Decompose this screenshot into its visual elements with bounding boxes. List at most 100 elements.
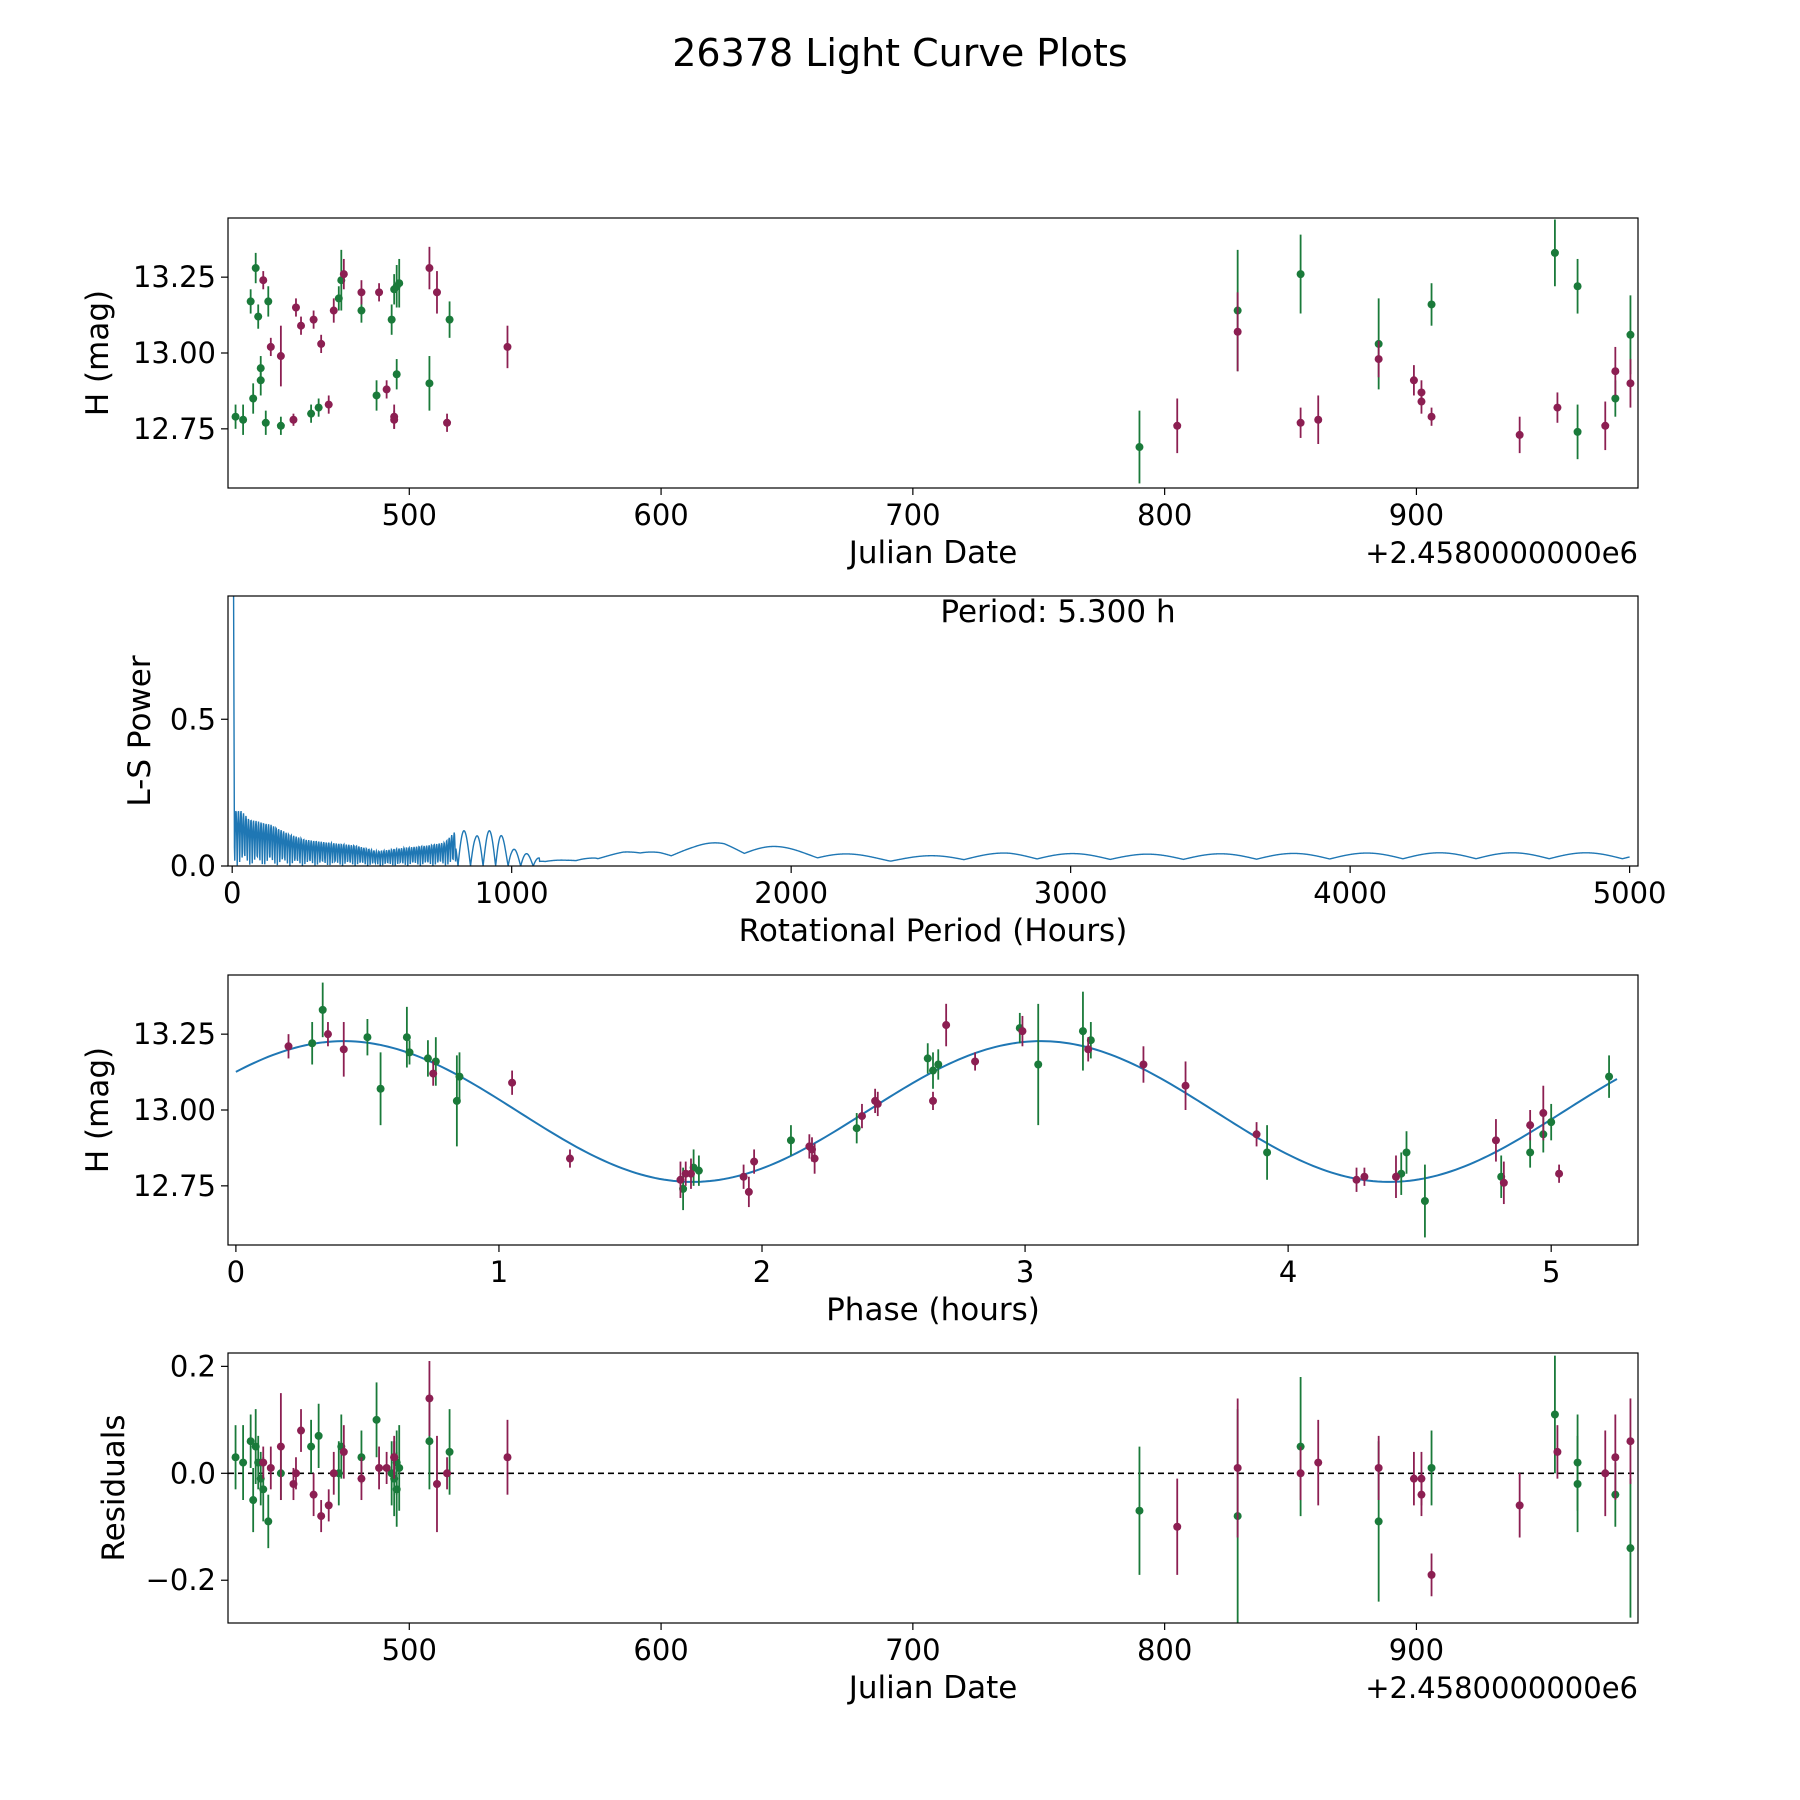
data-point (1420, 1197, 1429, 1206)
data-point (1539, 1109, 1548, 1118)
data-point (1409, 376, 1418, 385)
data-point (432, 288, 441, 297)
data-point (357, 288, 366, 297)
data-point (323, 1030, 332, 1039)
data-point (357, 306, 366, 315)
data-point (445, 1447, 454, 1456)
data-point (1427, 1463, 1436, 1472)
data-point (246, 297, 255, 306)
data-point (1233, 327, 1242, 336)
data-point (1573, 1458, 1582, 1467)
data-point (289, 415, 298, 424)
data-point (810, 1154, 819, 1163)
data-point (786, 1136, 795, 1145)
data-point (1391, 1172, 1400, 1181)
light-curve-x-ticks: 500 600 700 800 900 (382, 488, 1444, 532)
light-curve-frame (227, 217, 1639, 489)
data-point (259, 1458, 268, 1467)
data-point (1573, 427, 1582, 436)
data-point (256, 376, 265, 385)
data-point (309, 315, 318, 324)
phased-curve-plot-area (235, 982, 1618, 1238)
data-point (508, 1078, 517, 1087)
phased-curve-x-label: Phase (hours) (826, 1292, 1040, 1328)
data-point (324, 400, 333, 409)
data-point (372, 391, 381, 400)
series-green (231, 219, 1635, 484)
series-green (231, 1355, 1635, 1623)
x-tick-label: 600 (633, 1633, 688, 1667)
data-point (309, 1490, 318, 1499)
light-curve-plot-area (231, 219, 1635, 484)
data-point (297, 1426, 306, 1435)
data-point (1417, 1474, 1426, 1483)
data-point (1078, 1027, 1087, 1036)
data-point (852, 1124, 861, 1133)
model-fit-curve (235, 1040, 1618, 1183)
data-point (1427, 412, 1436, 421)
y-tick-label: 0.2 (170, 1349, 216, 1383)
residuals-y-label: Residuals (96, 1414, 132, 1561)
data-point (1427, 1570, 1436, 1579)
residuals-y-ticks: −0.2 0.0 0.2 (146, 1349, 228, 1597)
data-point (1573, 282, 1582, 291)
data-point (1360, 1172, 1369, 1181)
data-point (1611, 367, 1620, 376)
y-tick-label: 0.5 (170, 702, 216, 736)
x-tick-label: 5000 (1593, 876, 1667, 910)
data-point (1626, 1544, 1635, 1553)
series-green (308, 982, 1614, 1238)
data-point (329, 1469, 338, 1478)
data-point (375, 1463, 384, 1472)
data-point (1374, 1463, 1383, 1472)
x-tick-label: 4 (1279, 1255, 1297, 1289)
data-point (266, 342, 275, 351)
light-curve-y-label: H (mag) (80, 290, 116, 416)
data-point (291, 303, 300, 312)
data-point (392, 370, 401, 379)
data-point (1499, 1178, 1508, 1187)
data-point (1553, 1447, 1562, 1456)
data-point (1263, 1148, 1272, 1157)
data-point (264, 297, 273, 306)
data-point (425, 1394, 434, 1403)
data-point (402, 1033, 411, 1042)
data-point (1374, 355, 1383, 364)
data-point (1491, 1136, 1500, 1145)
panel-light-curve: 500 600 700 800 900 12.75 13.00 13.25 Julian D… (80, 217, 1639, 571)
data-point (1314, 1458, 1323, 1467)
x-tick-label: 900 (1389, 498, 1444, 532)
data-point (1034, 1060, 1043, 1069)
x-tick-label: 800 (1137, 1633, 1192, 1667)
data-point (324, 1501, 333, 1510)
x-tick-label: 4000 (1313, 876, 1387, 910)
data-point (929, 1096, 937, 1105)
data-point (249, 394, 258, 403)
data-point (1601, 1469, 1610, 1478)
data-point (1173, 1522, 1182, 1531)
data-point (1550, 248, 1559, 257)
data-point (1611, 394, 1620, 403)
data-point (405, 1048, 414, 1057)
data-point (425, 1437, 434, 1446)
data-point (276, 1442, 285, 1451)
data-point (739, 1172, 748, 1181)
data-point (873, 1099, 882, 1108)
data-point (432, 1479, 441, 1488)
data-point (923, 1054, 932, 1063)
phased-curve-x-ticks: 0 1 2 3 4 5 (227, 1245, 1560, 1289)
data-point (251, 264, 260, 273)
data-point (425, 379, 434, 388)
data-point (1139, 1060, 1148, 1069)
data-point (1135, 443, 1144, 452)
x-tick-label: 600 (633, 498, 688, 532)
phased-curve-frame (227, 974, 1639, 1246)
data-point (425, 264, 434, 273)
y-tick-label: 12.75 (133, 1169, 216, 1203)
phased-curve-y-label: H (mag) (80, 1047, 116, 1173)
x-tick-label: 2000 (754, 876, 828, 910)
light-curve-y-ticks: 12.75 13.00 13.25 (133, 260, 228, 446)
data-point (297, 321, 306, 330)
x-tick-label: 0 (223, 876, 241, 910)
